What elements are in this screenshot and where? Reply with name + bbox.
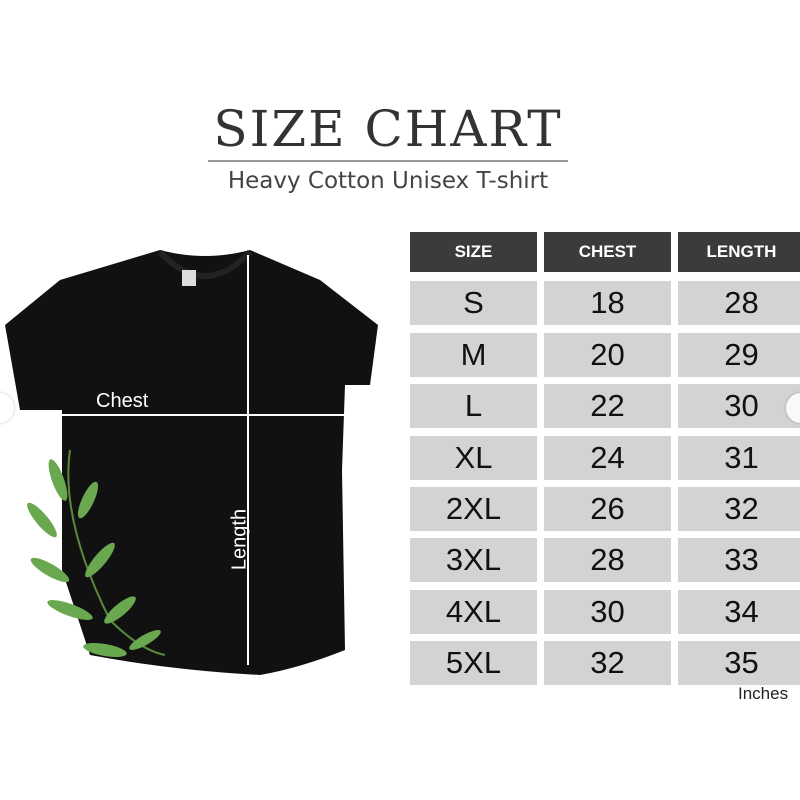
length-cell: 35 — [678, 641, 800, 685]
column-header-chest: CHEST — [544, 232, 671, 272]
size-cell: XL — [410, 436, 537, 480]
unit-label: Inches — [738, 684, 789, 703]
carousel-prev-button[interactable] — [0, 393, 14, 423]
length-cell: 31 — [678, 436, 800, 480]
size-cell: 5XL — [410, 641, 537, 685]
length-cell: 30 — [678, 384, 800, 428]
page-title: SIZE CHART — [213, 100, 563, 158]
page-subtitle: Heavy Cotton Unisex T-shirt — [227, 168, 549, 194]
chest-cell: 18 — [544, 281, 671, 325]
length-cell: 28 — [678, 281, 800, 325]
length-cell: 29 — [678, 333, 800, 377]
chest-cell: 24 — [544, 436, 671, 480]
chest-cell: 22 — [544, 384, 671, 428]
size-cell: S — [410, 281, 537, 325]
size-cell: L — [410, 384, 537, 428]
chest-label: Chest — [96, 390, 149, 412]
chest-cell: 28 — [544, 538, 671, 582]
length-label: Length — [228, 508, 251, 571]
size-cell: 4XL — [410, 590, 537, 634]
chest-cell: 32 — [544, 641, 671, 685]
tshirt-illustration — [5, 249, 400, 675]
size-cell: 2XL — [410, 487, 537, 531]
carousel-next-button[interactable] — [786, 393, 800, 423]
chest-cell: 26 — [544, 487, 671, 531]
length-cell: 33 — [678, 538, 800, 582]
chest-cell: 20 — [544, 333, 671, 377]
length-cell: 32 — [678, 487, 800, 531]
chest-cell: 30 — [544, 590, 671, 634]
length-cell: 34 — [678, 590, 800, 634]
leaf-decoration — [27, 449, 166, 658]
column-header-size: SIZE — [410, 232, 537, 272]
title-divider — [208, 160, 568, 162]
column-header-length: LENGTH — [678, 232, 800, 272]
size-cell: 3XL — [410, 538, 537, 582]
size-cell: M — [410, 333, 537, 377]
